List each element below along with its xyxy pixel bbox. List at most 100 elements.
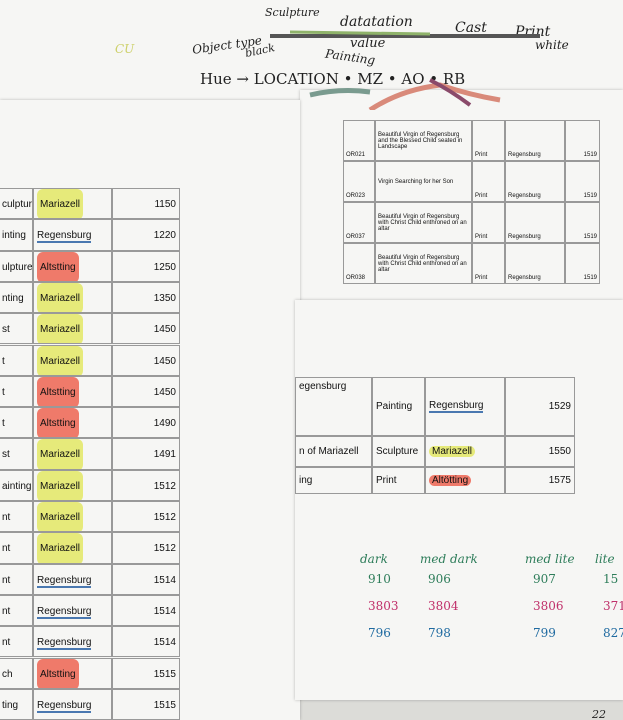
cell: Print <box>472 161 505 202</box>
cell-text: Altstting <box>37 251 79 281</box>
cell-text: Mariazell <box>37 470 84 500</box>
cell: 1514 <box>112 626 180 658</box>
cell: 1220 <box>112 219 180 251</box>
cell-text: Altstting <box>37 376 79 407</box>
cell: Regensburg <box>505 202 565 243</box>
note: white <box>535 38 569 52</box>
cell: Mariazell <box>33 501 112 533</box>
cell-text: Altötting <box>429 475 472 486</box>
cell: Mariazell <box>425 436 505 467</box>
cell: Beautiful Virgin of Regensburg and the B… <box>375 120 472 161</box>
cell: 1250 <box>112 250 180 282</box>
grid-value: 906 <box>428 572 451 586</box>
cell: Print <box>472 120 505 161</box>
cell-text: Regensburg <box>37 699 92 713</box>
notes-paper <box>0 0 623 100</box>
cell-text: Mariazell <box>37 345 84 375</box>
cell: Mariazell <box>33 281 112 314</box>
cell: Regensburg <box>33 563 112 595</box>
cell: 1519 <box>565 202 600 243</box>
cell: 1491 <box>112 438 180 470</box>
cell-text: Regensburg <box>429 400 484 413</box>
cell: 1515 <box>112 688 180 720</box>
cell: 1512 <box>112 469 180 501</box>
cell: Altötting <box>425 467 505 494</box>
cell: Painting <box>372 377 425 436</box>
cell: ainting <box>0 469 33 501</box>
cell-text: Mariazell <box>37 533 84 563</box>
cell: Altstting <box>33 250 112 282</box>
cell: Regensburg <box>425 377 505 436</box>
cell: 1150 <box>112 188 180 220</box>
cell: Regensburg <box>505 243 565 284</box>
cell-text: Mariazell <box>37 502 84 532</box>
grid-header: lite <box>595 552 615 566</box>
cell: Altstting <box>33 407 112 439</box>
thread-scale <box>270 30 540 110</box>
thread <box>429 78 472 107</box>
cell: 1519 <box>565 243 600 284</box>
cell-text: Altstting <box>37 658 79 688</box>
note: datatation <box>340 14 413 30</box>
middle-paper <box>295 300 623 700</box>
cell: ting <box>0 688 33 720</box>
top-paper <box>300 90 623 305</box>
cell: Altstting <box>33 375 112 408</box>
cell-text: Regensburg <box>37 605 92 619</box>
grid-header: med dark <box>420 552 478 566</box>
cell: 1519 <box>565 161 600 202</box>
grid-value: 827 <box>603 626 623 640</box>
cell: OR023 <box>343 161 375 202</box>
cell: 1515 <box>112 657 180 689</box>
cell: Mariazell <box>33 188 112 220</box>
cell: Regensburg <box>33 626 112 658</box>
grid-header: med lite <box>525 552 575 566</box>
thread <box>289 30 431 36</box>
cell: 1514 <box>112 594 180 627</box>
cell: Beautiful Virgin of Regensburg with Chri… <box>375 243 472 284</box>
grid-value: 796 <box>368 626 391 640</box>
grid-value: 3804 <box>428 599 459 613</box>
cell: OR021 <box>343 120 375 161</box>
cell: ch <box>0 657 33 689</box>
grid-value: 3806 <box>533 599 564 613</box>
cell-text: Mariazell <box>37 439 84 469</box>
cell: 1450 <box>112 375 180 408</box>
cell: ulpture <box>0 250 33 282</box>
grid-value: 3803 <box>368 599 399 613</box>
cell: Mariazell <box>33 344 112 376</box>
cell: nting <box>0 281 33 314</box>
cell: 1529 <box>505 377 575 436</box>
cell: 1519 <box>565 120 600 161</box>
grid-value: 799 <box>533 626 556 640</box>
cell: nt <box>0 532 33 564</box>
cell-text: Mariazell <box>37 189 84 219</box>
cell-text: Regensburg <box>37 637 92 651</box>
note: Sculpture <box>265 6 320 19</box>
cell: n of Mariazell <box>295 436 372 467</box>
note: CU <box>115 42 135 56</box>
page-number: 22 <box>592 708 606 720</box>
cell: 1550 <box>505 436 575 467</box>
cell-text: Mariazell <box>429 446 476 457</box>
note: Cast <box>455 20 487 36</box>
cell: Regensburg <box>33 219 112 251</box>
cell: OR037 <box>343 202 375 243</box>
cell-text: Mariazell <box>37 282 84 313</box>
cell: t <box>0 344 33 376</box>
cell: 1575 <box>505 467 575 494</box>
cell: 1514 <box>112 563 180 595</box>
cell: Mariazell <box>33 313 112 345</box>
cell: Regensburg <box>505 161 565 202</box>
cell: Virgin Searching for her Son <box>375 161 472 202</box>
cell-text: Regensburg <box>37 230 92 244</box>
thread <box>309 88 371 98</box>
thread <box>368 82 501 110</box>
grid-value: 907 <box>533 572 556 586</box>
grid-value: 910 <box>368 572 391 586</box>
grid-value: 3713 <box>603 599 623 613</box>
cell: nt <box>0 501 33 533</box>
cell-text: Altstting <box>37 408 79 438</box>
cell: nt <box>0 626 33 658</box>
